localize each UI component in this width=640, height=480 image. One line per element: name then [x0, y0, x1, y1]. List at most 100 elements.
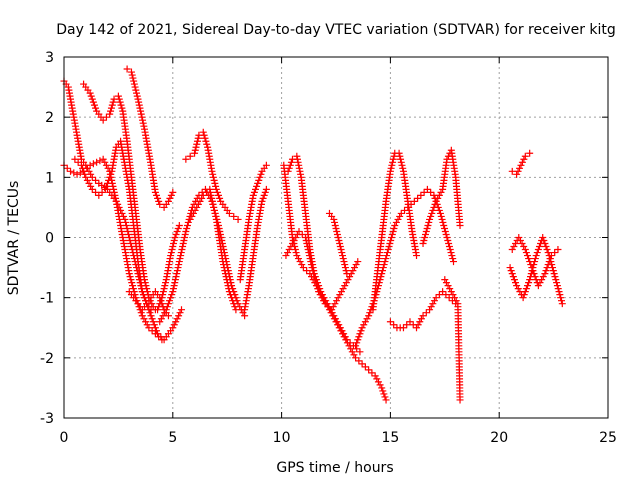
data-point [521, 152, 529, 160]
data-point [164, 197, 172, 205]
data-point-interp [305, 249, 313, 257]
data-point-interp [303, 267, 311, 275]
data-point-interp [309, 267, 317, 275]
data-point-interp [363, 315, 371, 323]
data-point-interp [387, 234, 395, 241]
data-point-interp [533, 249, 541, 257]
data-point-interp [231, 303, 239, 311]
x-tick-label: 20 [490, 430, 508, 446]
data-point [156, 318, 164, 326]
data-point-interp [526, 258, 534, 266]
data-point-interp [107, 107, 115, 115]
data-point-interp [525, 279, 533, 287]
data-point-interp [296, 258, 304, 266]
data-point-interp [414, 321, 422, 329]
data-point-interp [154, 194, 162, 202]
data-point-interp [290, 237, 298, 245]
data-point-interp [117, 101, 125, 109]
data-point-interp [333, 227, 341, 235]
data-point [417, 191, 425, 199]
data-point-interp [251, 185, 259, 193]
data-point-interp [420, 237, 428, 245]
data-point-interp [536, 279, 544, 287]
data-point-interp [256, 173, 264, 181]
data-point-interp [229, 297, 237, 305]
data-point-interp [170, 321, 178, 329]
data-point-interp [228, 294, 236, 302]
data-point-interp [557, 294, 565, 302]
data-point-interp [437, 212, 445, 220]
data-point-interp [201, 134, 209, 142]
data-point-interp [131, 83, 139, 91]
data-point-interp [211, 179, 219, 187]
data-point [123, 65, 131, 73]
data-point-interp [169, 285, 177, 293]
data-point-interp [429, 206, 437, 214]
data-point-interp [341, 261, 349, 269]
data-point-interp [129, 285, 137, 293]
data-point-interp [295, 161, 303, 169]
data-point [541, 270, 549, 278]
data-point-interp [70, 169, 78, 177]
data-point-interp [223, 279, 231, 287]
y-tick-label: 3 [45, 50, 54, 66]
data-point-interp [534, 246, 542, 254]
data-point-interp [333, 318, 341, 326]
data-point [86, 161, 94, 169]
data-point-interp [516, 237, 524, 245]
data-point-interp [179, 243, 187, 251]
data-point-interp [361, 318, 369, 326]
data-point-interp [172, 273, 180, 281]
data-point-interp [92, 188, 100, 196]
data-point [288, 240, 296, 248]
data-point-interp [222, 273, 230, 281]
data-point-interp [291, 246, 299, 254]
data-point-interp [162, 279, 170, 287]
data-point-interp [444, 282, 452, 290]
data-point [199, 191, 207, 199]
data-point [302, 234, 310, 241]
data-point-interp [208, 197, 216, 205]
data-point-interp [331, 221, 339, 229]
data-point-interp [176, 255, 184, 263]
data-point-interp [148, 327, 156, 335]
data-point-interp [397, 155, 405, 163]
data-point-interp [221, 270, 229, 278]
data-point-interp [449, 255, 457, 263]
plot-border [63, 56, 609, 419]
data-point-interp [310, 270, 318, 278]
data-point-interp [85, 179, 93, 187]
data-point-interp [427, 212, 435, 220]
data-point-interp [392, 218, 400, 226]
data-point-interp [139, 116, 147, 124]
data-point [219, 258, 227, 266]
data-point-interp [126, 273, 134, 281]
data-point-interp [78, 164, 86, 172]
data-point-interp [553, 279, 561, 287]
data-point-interp [546, 255, 554, 263]
data-point-interp [193, 140, 201, 148]
data-point-interp [107, 104, 115, 112]
data-point-interp [261, 188, 269, 196]
data-point-interp [427, 303, 435, 311]
data-point [169, 324, 177, 332]
data-point [386, 318, 394, 326]
data-point-interp [354, 336, 362, 344]
data-point-interp [340, 258, 348, 266]
data-point-interp [357, 327, 365, 335]
data-point [151, 188, 159, 196]
data-point-interp [230, 300, 238, 308]
x-tick-label: 15 [381, 430, 399, 446]
data-point-interp [172, 230, 180, 238]
data-point-interp [92, 104, 100, 112]
data-point [175, 221, 183, 229]
data-point [519, 294, 527, 302]
data-point-interp [549, 267, 557, 275]
data-point-interp [520, 243, 528, 251]
data-point-interp [435, 191, 443, 199]
data-point-interp [239, 309, 247, 317]
data-point-interp [92, 176, 100, 184]
data-point-interp [212, 182, 220, 190]
data-point-interp [435, 291, 443, 299]
data-point-interp [545, 258, 553, 266]
